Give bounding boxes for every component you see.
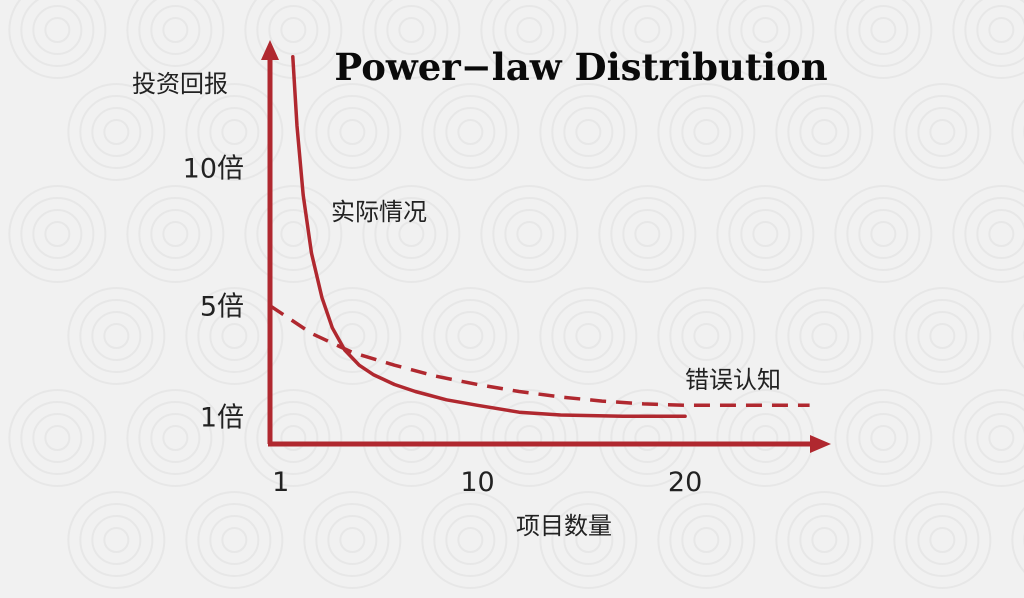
ticks-layer: 1 10 20 1倍 5倍 10倍 — [183, 153, 703, 498]
x-axis-arrow-icon — [810, 435, 831, 453]
y-tick-label: 10倍 — [183, 153, 244, 184]
x-tick-label: 20 — [668, 467, 702, 498]
axes — [261, 40, 831, 453]
x-tick-label: 10 — [460, 467, 494, 498]
y-axis-arrow-icon — [261, 40, 279, 60]
y-axis-label: 投资回报 — [132, 70, 228, 98]
x-tick-label: 1 — [272, 467, 289, 498]
y-tick-label: 5倍 — [200, 292, 244, 323]
series-annotation: 错误认知 — [685, 366, 781, 394]
chart-title: Power−law Distribution — [334, 45, 827, 89]
series-layer — [269, 55, 810, 419]
x-axis-label: 项目数量 — [516, 512, 612, 540]
series-line-solid — [291, 55, 687, 419]
series-annotation: 实际情况 — [331, 198, 427, 226]
series-line-dashed — [269, 304, 810, 408]
y-tick-label: 1倍 — [200, 402, 244, 433]
